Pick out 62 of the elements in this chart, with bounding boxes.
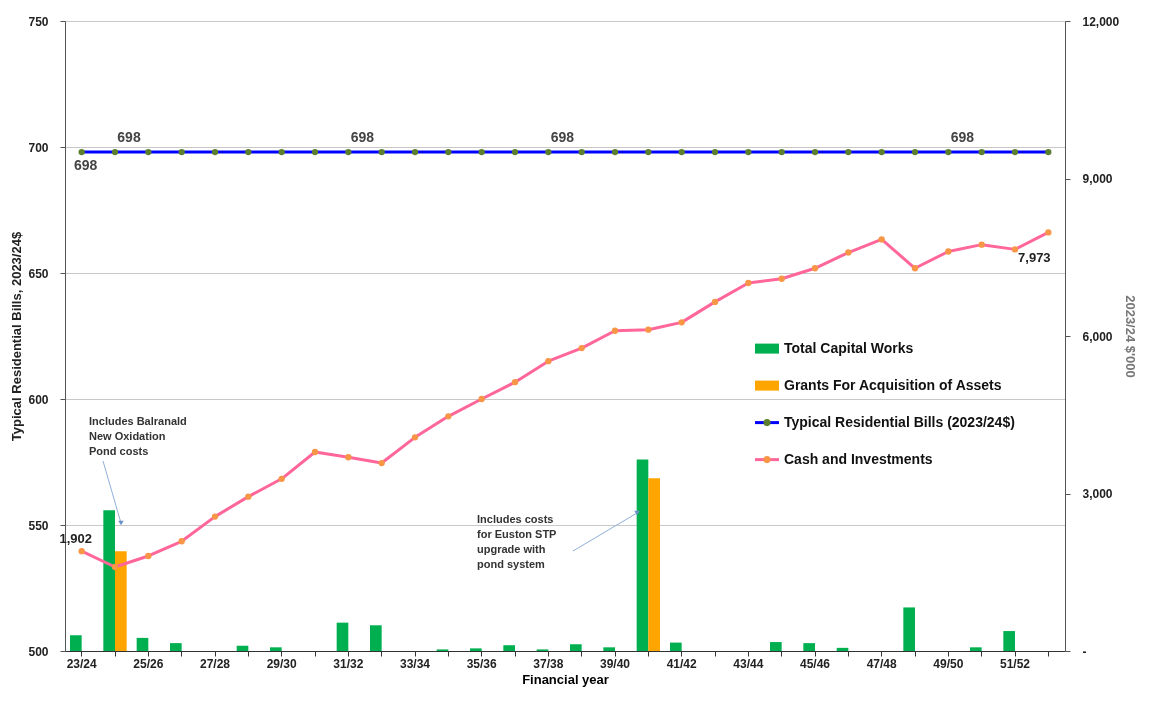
bar xyxy=(103,510,115,651)
x-tick-label: 23/24 xyxy=(66,656,98,671)
y-tick-label: 600 xyxy=(28,392,49,407)
y-tick-label: 750 xyxy=(28,14,49,29)
data-label: 698 xyxy=(117,129,141,146)
bar xyxy=(670,642,682,651)
bar xyxy=(170,643,182,651)
x-tick-label: 31/32 xyxy=(333,656,364,671)
bar xyxy=(370,625,382,651)
bar xyxy=(136,637,149,651)
bar xyxy=(503,645,515,651)
y-tick-label: 650 xyxy=(28,266,49,281)
x-tick-label: 45/46 xyxy=(799,656,831,671)
data-label: 698 xyxy=(350,129,375,146)
y2-axis-title: 2023/24 $'000 xyxy=(1123,295,1139,378)
bar xyxy=(570,644,582,651)
x-tick-label: 37/38 xyxy=(533,656,564,671)
bar xyxy=(636,459,649,651)
bar xyxy=(115,551,127,651)
bar xyxy=(648,478,660,651)
bar xyxy=(470,648,482,651)
y-tick-label: 700 xyxy=(28,140,49,155)
x-tick-label: 51/52 xyxy=(999,656,1031,671)
bar xyxy=(770,642,782,651)
legend-label: Grants For Acquisition of Assets xyxy=(784,376,1002,393)
x-tick-label: 33/34 xyxy=(399,656,431,671)
annotation: Includes costs for Euston STP upgrade with pond system xyxy=(477,513,557,570)
x-tick-label: 35/36 xyxy=(466,656,498,671)
y2-tick-label: 9,000 xyxy=(1082,172,1113,186)
x-tick-label: 49/50 xyxy=(933,656,964,671)
bar xyxy=(970,647,982,651)
x-tick-label: 39/40 xyxy=(599,656,631,671)
x-tick-label: 43/44 xyxy=(733,656,764,671)
y-tick-label: 500 xyxy=(28,644,49,659)
y2-tick-label: 12,000 xyxy=(1082,14,1120,29)
bar xyxy=(336,622,349,651)
legend-label: Typical Residential Bills (2023/24$) xyxy=(784,413,1015,430)
data-label: 698 xyxy=(550,129,575,146)
x-tick-label: 25/26 xyxy=(133,656,164,671)
y-axis-title: Typical Residential Bills, 2023/24$ xyxy=(9,231,25,442)
bar xyxy=(236,645,249,651)
legend-label: Cash and Investments xyxy=(784,450,933,467)
bar xyxy=(903,607,915,651)
x-tick-label: 41/42 xyxy=(666,656,698,671)
y2-tick-label: 3,000 xyxy=(1082,487,1113,501)
bar xyxy=(603,647,615,651)
bar xyxy=(70,635,82,651)
x-axis-title: Financial year xyxy=(522,671,609,687)
y2-tick-label: 6,000 xyxy=(1082,329,1113,344)
x-tick-label: 47/48 xyxy=(866,656,898,671)
bar xyxy=(270,647,282,651)
y2-tick-label: - xyxy=(1082,644,1087,659)
x-tick-label: 27/28 xyxy=(199,656,231,671)
data-label: 7,973 xyxy=(1018,250,1051,266)
annotation: Includes Balranald New Oxidation Pond costs xyxy=(89,415,187,457)
data-label: 698 xyxy=(950,129,975,146)
y-tick-label: 550 xyxy=(28,518,49,533)
x-tick-label: 29/30 xyxy=(266,656,298,671)
bar xyxy=(1003,631,1015,651)
data-label: 698 xyxy=(73,157,98,174)
legend-label: Total Capital Works xyxy=(784,339,914,356)
bar xyxy=(803,643,815,651)
